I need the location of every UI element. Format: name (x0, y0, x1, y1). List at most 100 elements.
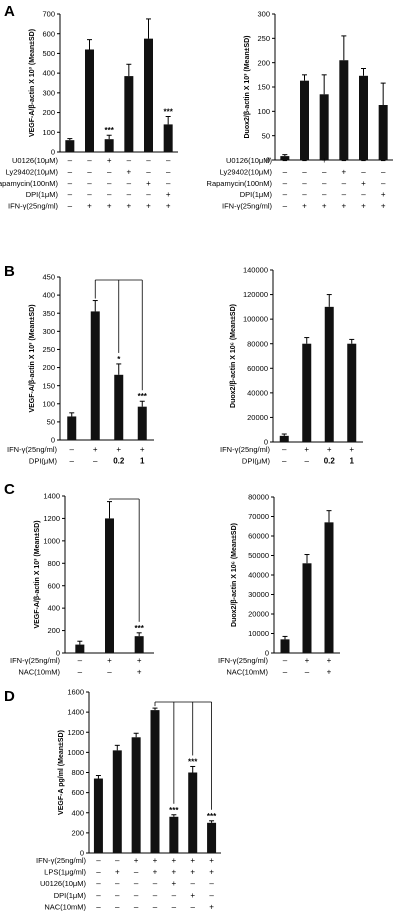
y-tick-label: 100000 (243, 315, 268, 324)
condition-mark: + (137, 656, 142, 665)
condition-mark: – (209, 891, 214, 900)
condition-label: DPI(1μM) (240, 190, 273, 199)
condition-mark: 0.2 (113, 456, 125, 465)
condition-mark: – (166, 167, 171, 176)
y-tick-label: 60000 (248, 532, 269, 541)
bar (67, 416, 77, 440)
condition-mark: – (283, 190, 288, 199)
y-tick-label: 150 (257, 83, 270, 92)
y-axis-label: Duox2/β-actin X 10⁶ (Mean±SD) (231, 523, 238, 627)
condition-label: U0126(10μM) (40, 879, 87, 888)
condition-mark: – (68, 167, 73, 176)
bar (359, 75, 368, 160)
condition-mark: – (381, 156, 386, 165)
condition-mark: + (361, 202, 366, 211)
condition-mark: + (327, 445, 332, 454)
y-tick-label: 1000 (67, 748, 84, 757)
y-tick-label: 50 (262, 131, 270, 140)
condition-mark: – (283, 179, 288, 188)
condition-mark: + (146, 179, 151, 188)
condition-mark: – (115, 891, 120, 900)
condition-mark: + (322, 202, 327, 211)
condition-mark: – (96, 902, 101, 911)
y-tick-label: 80000 (247, 339, 268, 348)
y-tick-label: 200 (71, 828, 84, 837)
bar (134, 636, 144, 653)
condition-mark: – (153, 891, 158, 900)
bar (85, 49, 94, 152)
condition-mark: + (322, 156, 327, 165)
y-tick-label: 200 (257, 58, 270, 67)
condition-mark: – (283, 167, 288, 176)
y-tick-label: 350 (42, 309, 55, 318)
condition-mark: + (302, 202, 307, 211)
bar (90, 311, 100, 440)
condition-mark: + (137, 668, 142, 677)
bar (93, 778, 103, 853)
condition-label: IFN-γ(25ng/ml) (8, 202, 59, 211)
y-tick-label: 250 (257, 34, 270, 43)
condition-mark: – (78, 656, 83, 665)
condition-mark: – (342, 190, 347, 199)
condition-label: IFN-γ(25ng/ml) (36, 856, 87, 865)
condition-mark: – (190, 902, 195, 911)
y-tick-label: 10000 (248, 629, 269, 638)
condition-mark: 0.2 (324, 456, 336, 465)
bar (150, 710, 160, 853)
condition-mark: + (381, 202, 386, 211)
condition-mark: + (209, 902, 214, 911)
condition-mark: + (327, 668, 332, 677)
condition-label: IFN-γ(25ng/ml) (222, 202, 273, 211)
y-tick-label: 1400 (67, 708, 84, 717)
condition-mark: + (115, 868, 120, 877)
significance-label: *** (169, 806, 179, 815)
condition-mark: + (172, 879, 177, 888)
y-tick-label: 1200 (67, 728, 84, 737)
condition-mark: + (107, 202, 112, 211)
y-tick-label: 100 (257, 107, 270, 116)
condition-mark: – (283, 656, 288, 665)
significance-label: *** (163, 108, 173, 117)
y-tick-label: 20000 (247, 413, 268, 422)
condition-mark: – (146, 190, 151, 199)
condition-label: NAC(10mM) (18, 668, 60, 677)
condition-mark: – (134, 868, 139, 877)
y-tick-label: 40000 (247, 388, 268, 397)
y-tick-label: 450 (42, 273, 55, 282)
condition-mark: – (381, 179, 386, 188)
y-tick-label: 400 (42, 69, 55, 78)
y-tick-label: 0 (264, 438, 268, 447)
bar (324, 522, 334, 653)
condition-mark: – (166, 179, 171, 188)
condition-mark: + (93, 445, 98, 454)
bar (75, 644, 85, 653)
bar (319, 94, 329, 160)
condition-mark: – (87, 156, 92, 165)
condition-label: Rapamycin(100nM) (207, 179, 273, 188)
condition-mark: – (87, 179, 92, 188)
y-tick-label: 500 (42, 49, 55, 58)
condition-mark: – (78, 668, 83, 677)
significance-label: *** (104, 126, 114, 135)
bar (163, 124, 173, 152)
condition-mark: + (126, 167, 131, 176)
condition-mark: – (172, 902, 177, 911)
y-tick-label: 1000 (43, 536, 60, 545)
bar (300, 80, 309, 160)
condition-label: IFN-γ(25ng/ml) (10, 656, 61, 665)
condition-label: NAC(10mM) (226, 668, 268, 677)
condition-mark: – (115, 856, 120, 865)
condition-mark: – (96, 856, 101, 865)
condition-mark: – (209, 879, 214, 888)
y-tick-label: 800 (71, 768, 84, 777)
condition-label: DPI(μM) (242, 456, 271, 465)
condition-mark: – (70, 456, 75, 465)
condition-mark: – (283, 202, 288, 211)
condition-mark: – (322, 190, 327, 199)
y-tick-label: 0 (266, 156, 270, 165)
bar (324, 306, 334, 442)
y-tick-label: 30000 (248, 590, 269, 599)
bar (104, 139, 114, 152)
